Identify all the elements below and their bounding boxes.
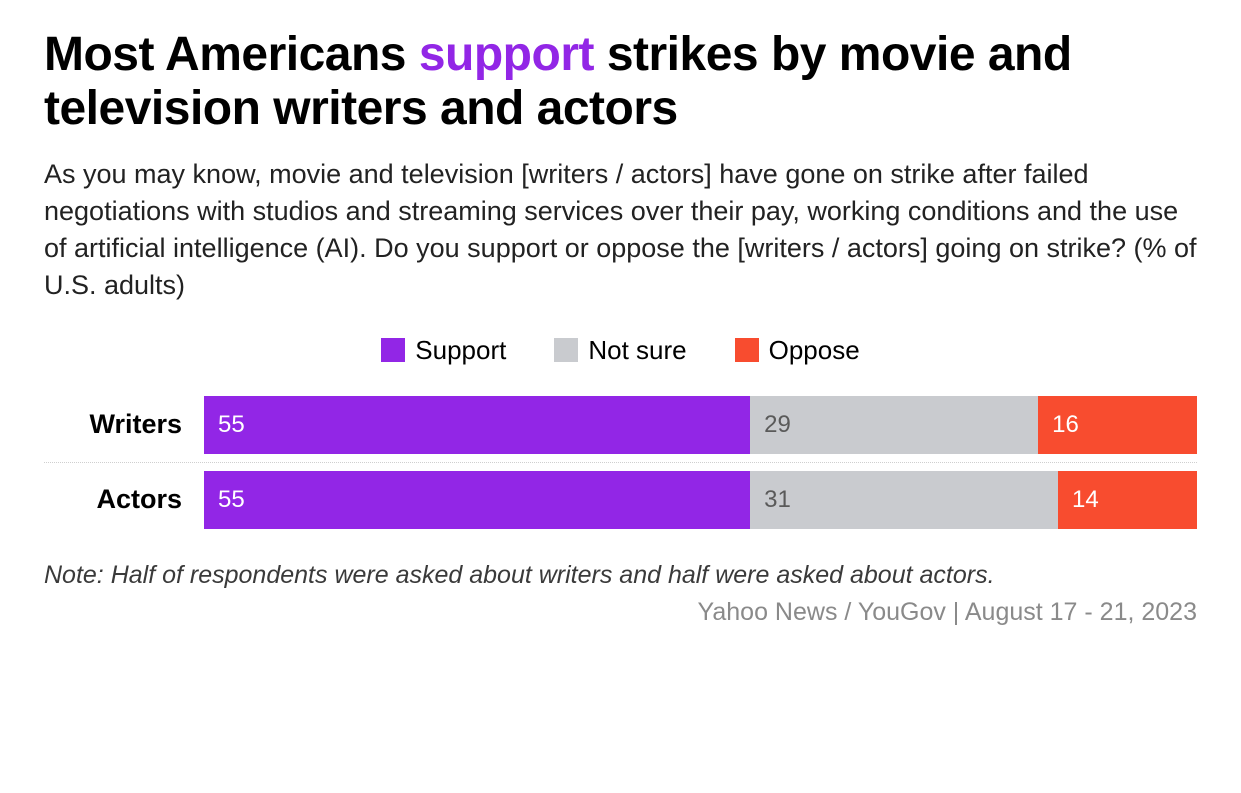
row-label-actors: Actors <box>44 484 204 515</box>
bar-writers: 55 29 16 <box>204 396 1197 454</box>
legend-label-oppose: Oppose <box>769 335 860 366</box>
bar-row-writers: Writers 55 29 16 <box>44 388 1197 462</box>
bar-actors: 55 31 14 <box>204 471 1197 529</box>
source-line: Yahoo News / YouGov | August 17 - 21, 20… <box>44 598 1197 627</box>
seg-writers-notsure: 29 <box>750 396 1038 454</box>
legend-item-notsure: Not sure <box>554 335 686 366</box>
legend-swatch-oppose <box>735 338 759 362</box>
chart-title: Most Americans support strikes by movie … <box>44 28 1197 136</box>
seg-actors-notsure: 31 <box>750 471 1058 529</box>
chart-subtitle: As you may know, movie and television [w… <box>44 156 1197 305</box>
legend-label-notsure: Not sure <box>588 335 686 366</box>
row-label-writers: Writers <box>44 409 204 440</box>
chart-card: Most Americans support strikes by movie … <box>0 0 1241 680</box>
stacked-bar-chart: Writers 55 29 16 Actors 55 31 14 <box>44 388 1197 537</box>
seg-writers-support: 55 <box>204 396 750 454</box>
footnote: Note: Half of respondents were asked abo… <box>44 561 1197 590</box>
seg-writers-oppose: 16 <box>1038 396 1197 454</box>
legend-swatch-notsure <box>554 338 578 362</box>
legend-item-support: Support <box>381 335 506 366</box>
legend-swatch-support <box>381 338 405 362</box>
legend-item-oppose: Oppose <box>735 335 860 366</box>
bar-row-actors: Actors 55 31 14 <box>44 462 1197 537</box>
legend: Support Not sure Oppose <box>44 335 1197 366</box>
title-pre: Most Americans <box>44 28 419 81</box>
title-highlight: support <box>419 28 594 81</box>
legend-label-support: Support <box>415 335 506 366</box>
seg-actors-oppose: 14 <box>1058 471 1197 529</box>
seg-actors-support: 55 <box>204 471 750 529</box>
